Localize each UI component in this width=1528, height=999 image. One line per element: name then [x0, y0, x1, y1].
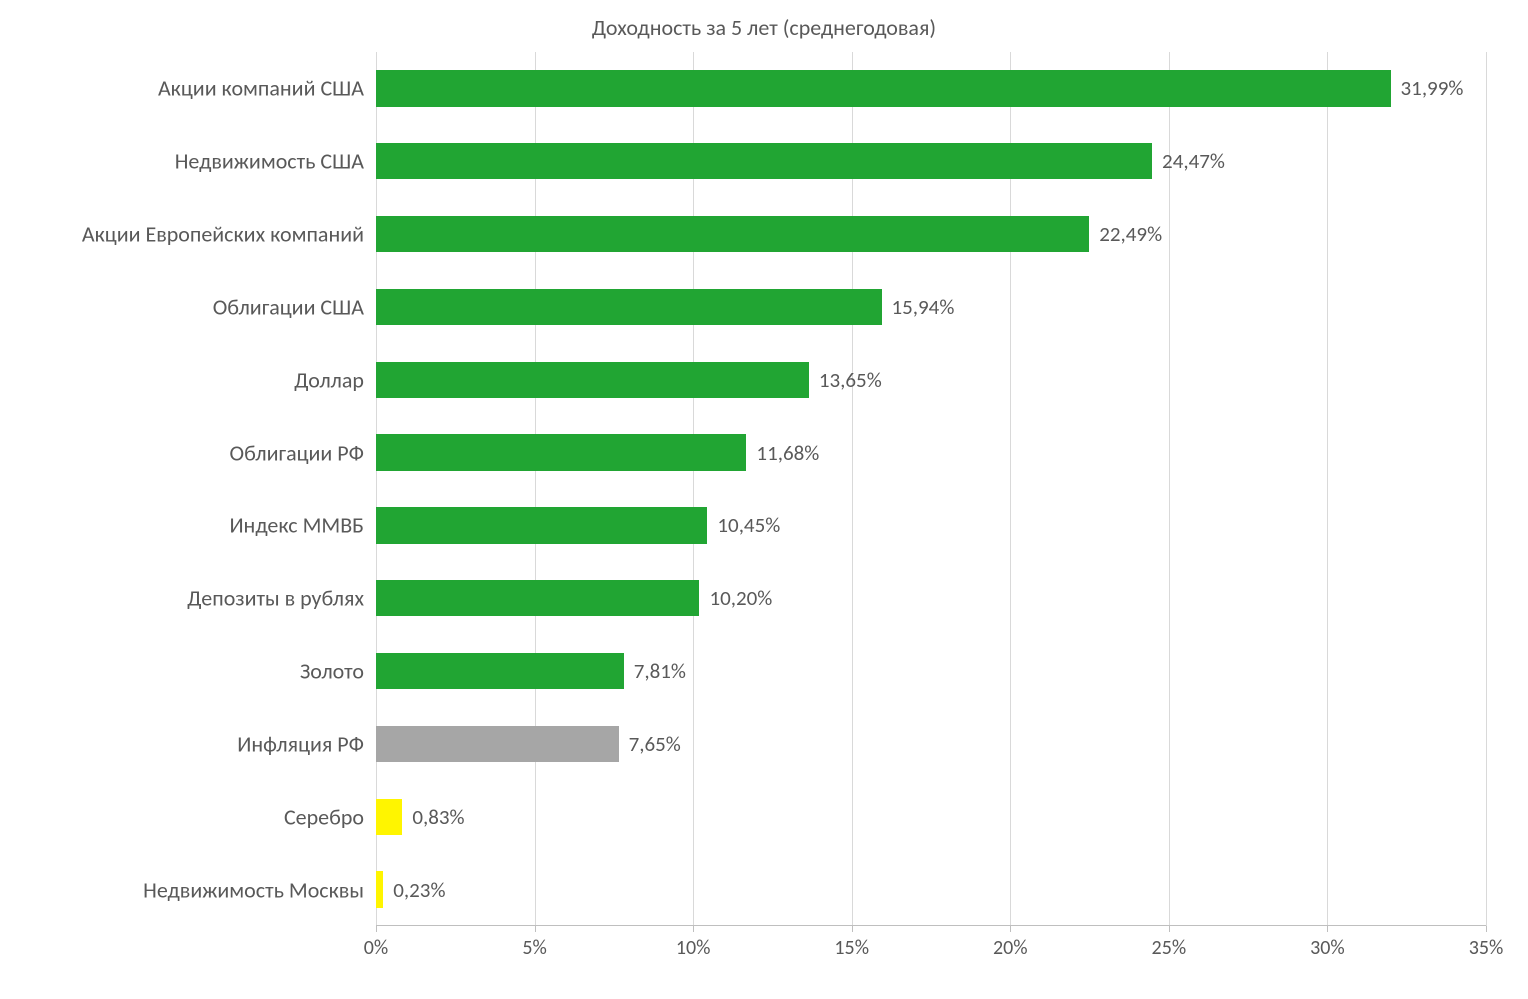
bar-row: 24,47% — [376, 143, 1486, 179]
bar-row: 10,45% — [376, 507, 1486, 543]
category-label: Инфляция РФ — [237, 730, 376, 757]
bar-value-label: 15,94% — [892, 294, 955, 320]
bar — [376, 871, 383, 907]
category-label: Индекс ММВБ — [229, 512, 376, 539]
category-label: Акции Европейских компаний — [82, 221, 376, 248]
bar-value-label: 22,49% — [1099, 221, 1162, 247]
bar — [376, 143, 1152, 179]
bar-row: 15,94% — [376, 289, 1486, 325]
x-axis-tick-label: 5% — [522, 936, 546, 960]
bar-row: 0,23% — [376, 871, 1486, 907]
x-axis-tick-label: 20% — [993, 936, 1028, 960]
bar — [376, 434, 746, 470]
category-label: Акции компаний США — [158, 75, 376, 102]
category-label: Недвижимость Москвы — [143, 876, 376, 903]
bar-row: 31,99% — [376, 70, 1486, 106]
category-label: Серебро — [284, 803, 376, 830]
bar-row: 11,68% — [376, 434, 1486, 470]
gridline — [376, 52, 377, 926]
x-axis-tick — [852, 926, 853, 932]
x-axis-tick — [1486, 926, 1487, 932]
gridline — [693, 52, 694, 926]
x-axis-tick-label: 10% — [676, 936, 711, 960]
bar — [376, 289, 882, 325]
x-axis-tick — [376, 926, 377, 932]
gridline — [1327, 52, 1328, 926]
plot-area: 0%5%10%15%20%25%30%35%31,99%Акции компан… — [376, 52, 1486, 926]
bar-value-label: 31,99% — [1401, 75, 1464, 101]
gridline — [852, 52, 853, 926]
bar-value-label: 0,83% — [412, 804, 464, 830]
bar — [376, 799, 402, 835]
bar-row: 0,83% — [376, 799, 1486, 835]
bar-value-label: 13,65% — [819, 367, 882, 393]
chart-title: Доходность за 5 лет (среднегодовая) — [0, 14, 1528, 41]
bar — [376, 70, 1391, 106]
gridline — [535, 52, 536, 926]
bar-row: 7,65% — [376, 726, 1486, 762]
bar — [376, 362, 809, 398]
category-label: Золото — [300, 658, 376, 685]
bar-value-label: 7,65% — [629, 731, 681, 757]
x-axis-line — [376, 925, 1486, 926]
x-axis-tick — [1327, 926, 1328, 932]
bar-value-label: 24,47% — [1162, 148, 1225, 174]
x-axis-tick — [1169, 926, 1170, 932]
x-axis-tick-label: 15% — [834, 936, 869, 960]
bar-value-label: 10,45% — [717, 512, 780, 538]
category-label: Недвижимость США — [175, 148, 376, 175]
x-axis-tick — [535, 926, 536, 932]
bar — [376, 507, 707, 543]
x-axis-tick-label: 25% — [1152, 936, 1187, 960]
category-label: Облигации РФ — [230, 439, 376, 466]
bar-value-label: 10,20% — [709, 585, 772, 611]
x-axis-tick-label: 0% — [364, 936, 388, 960]
returns-chart: Доходность за 5 лет (среднегодовая) 0%5%… — [0, 0, 1528, 999]
category-label: Депозиты в рублях — [187, 585, 376, 612]
x-axis-tick-label: 35% — [1469, 936, 1504, 960]
bar-row: 10,20% — [376, 580, 1486, 616]
gridline — [1486, 52, 1487, 926]
gridline — [1010, 52, 1011, 926]
bar-row: 7,81% — [376, 653, 1486, 689]
category-label: Облигации США — [213, 293, 376, 320]
bar — [376, 726, 619, 762]
bar-row: 22,49% — [376, 216, 1486, 252]
bar-row: 13,65% — [376, 362, 1486, 398]
bar — [376, 216, 1089, 252]
bar-value-label: 11,68% — [756, 440, 819, 466]
x-axis-tick — [1010, 926, 1011, 932]
category-label: Доллар — [294, 366, 376, 393]
bar-value-label: 7,81% — [634, 658, 686, 684]
bar — [376, 580, 699, 616]
bar-value-label: 0,23% — [393, 877, 445, 903]
bar — [376, 653, 624, 689]
x-axis-tick — [693, 926, 694, 932]
gridline — [1169, 52, 1170, 926]
x-axis-tick-label: 30% — [1310, 936, 1345, 960]
